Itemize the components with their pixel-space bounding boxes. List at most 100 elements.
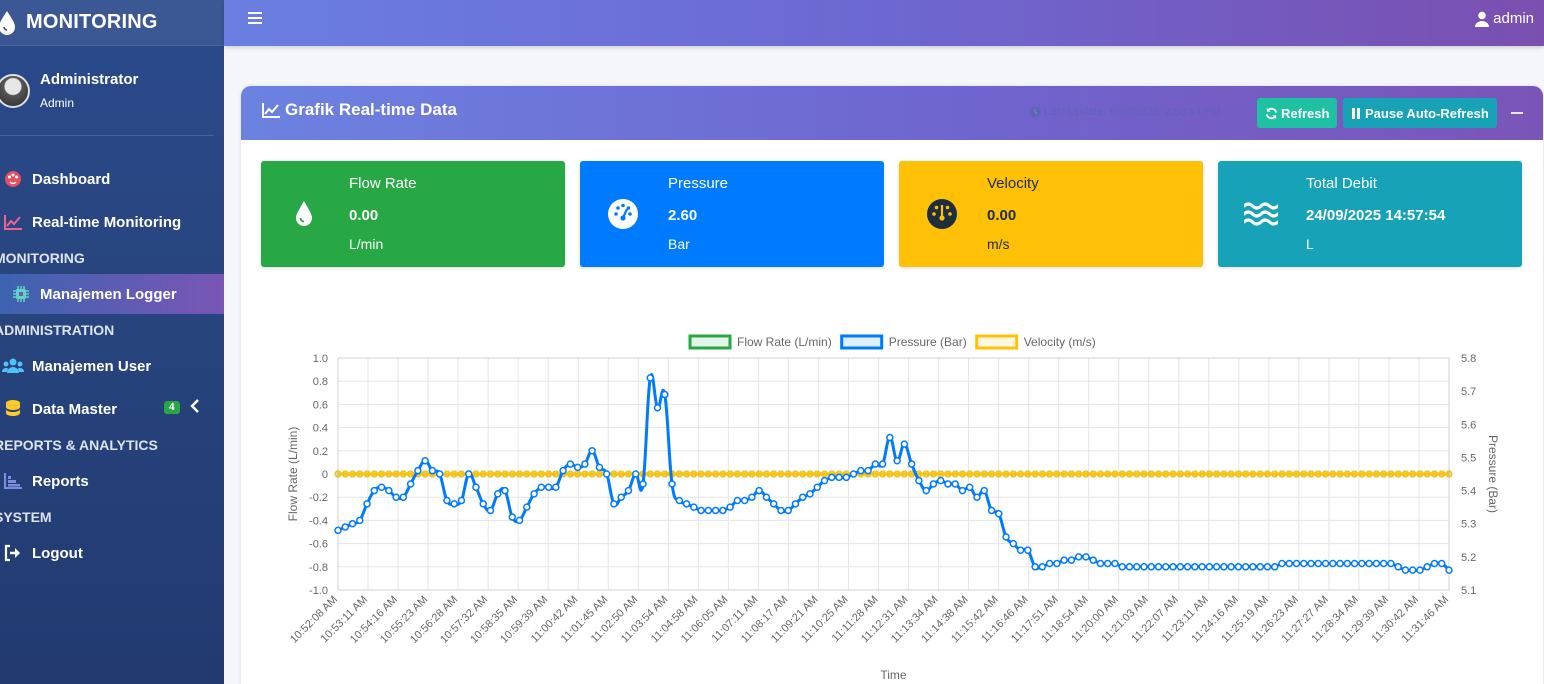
data-point <box>1365 470 1373 478</box>
data-point <box>886 433 894 442</box>
data-point <box>719 470 727 478</box>
y-tick-label: 1.0 <box>313 353 328 365</box>
data-point <box>733 470 741 478</box>
data-point <box>530 470 538 478</box>
user-menu[interactable]: admin <box>1475 10 1534 27</box>
data-point <box>1263 563 1272 571</box>
data-point <box>1169 563 1177 571</box>
data-point <box>1322 470 1330 478</box>
data-point <box>385 486 393 495</box>
data-point <box>595 463 604 472</box>
data-point <box>443 496 451 505</box>
data-point <box>515 516 524 525</box>
data-point <box>1445 566 1453 574</box>
sidebar-item-logout[interactable]: Logout <box>0 533 224 573</box>
y2-tick-label: 5.6 <box>1461 419 1476 431</box>
user-menu-label: admin <box>1493 10 1534 27</box>
data-point <box>407 470 415 478</box>
nav-header-reports: REPORTS & ANALYTICS <box>0 437 158 453</box>
sidebar-item-label: Dashboard <box>32 170 111 188</box>
brand-title: MONITORING <box>26 11 158 33</box>
data-point <box>842 473 851 482</box>
data-point <box>479 470 487 478</box>
avatar <box>0 73 30 108</box>
menu-icon[interactable] <box>248 12 262 26</box>
data-point <box>1394 470 1402 478</box>
refresh-button[interactable]: Refresh <box>1257 98 1338 128</box>
data-point <box>399 493 408 501</box>
data-point <box>1409 470 1417 478</box>
data-point <box>356 470 364 478</box>
data-point <box>1002 470 1010 478</box>
clock-icon <box>1029 106 1041 118</box>
data-point <box>1416 566 1424 574</box>
pause-auto-refresh-button[interactable]: Pause Auto-Refresh <box>1343 98 1497 128</box>
data-point <box>378 470 386 478</box>
data-point <box>712 470 720 478</box>
data-point <box>406 480 415 488</box>
data-point <box>1060 470 1068 478</box>
data-point <box>435 470 444 478</box>
sidebar-item-dashboard[interactable]: Dashboard <box>0 159 224 199</box>
sidebar-item-realtime[interactable]: Real-time Monitoring <box>0 202 224 242</box>
data-point <box>893 456 901 465</box>
chevron-left-icon[interactable] <box>190 399 200 418</box>
data-point <box>1147 563 1156 571</box>
data-point <box>370 470 378 478</box>
data-point <box>624 470 632 478</box>
data-point <box>726 503 734 511</box>
tachometer-icon <box>927 199 957 229</box>
data-point <box>1067 470 1075 478</box>
database-icon <box>2 399 24 419</box>
data-point <box>980 486 989 495</box>
data-point <box>1198 470 1206 478</box>
line-chart-icon <box>262 103 280 118</box>
data-point <box>1321 559 1330 568</box>
info-box-velocity: Velocity 0.00 m/s <box>899 161 1203 267</box>
data-point <box>537 470 545 478</box>
sidebar-item-label: Manajemen Logger <box>40 285 177 303</box>
data-point <box>1074 553 1083 561</box>
data-point <box>857 466 865 475</box>
data-point <box>1067 556 1076 564</box>
data-point <box>1133 563 1141 571</box>
y2-tick-label: 5.3 <box>1461 519 1476 531</box>
user-panel[interactable]: Administrator Admin <box>0 46 214 136</box>
sidebar-item-reports[interactable]: Reports <box>0 461 224 501</box>
legend-item: Velocity (m/s) <box>975 334 1096 350</box>
data-point <box>1256 470 1264 478</box>
data-point <box>1198 563 1206 571</box>
data-point <box>1038 470 1046 478</box>
data-point <box>704 470 712 478</box>
data-point <box>878 460 887 468</box>
data-point <box>1401 470 1409 478</box>
data-point <box>566 470 574 478</box>
data-point <box>1002 533 1010 541</box>
data-point <box>450 500 458 508</box>
tint-icon <box>296 201 312 226</box>
data-point <box>871 470 879 478</box>
sidebar-item-data-master[interactable]: Data Master 4 <box>0 389 224 429</box>
sidebar-item-logger[interactable]: Manajemen Logger <box>0 274 224 314</box>
data-point <box>690 470 698 478</box>
y-tick-label: 0.4 <box>313 423 328 435</box>
data-point <box>1220 470 1228 478</box>
data-point <box>1104 470 1112 478</box>
brand[interactable]: MONITORING <box>0 0 224 46</box>
data-point <box>741 470 749 478</box>
data-point <box>1387 470 1395 478</box>
card-title-text: Grafik Real-time Data <box>285 100 457 119</box>
data-point <box>958 486 967 495</box>
sidebar-item-label: Manajemen User <box>32 357 152 375</box>
sidebar-item-users[interactable]: Manajemen User <box>0 346 224 386</box>
data-point <box>965 483 974 492</box>
collapse-minus-icon[interactable] <box>1511 112 1523 114</box>
data-point <box>1285 559 1293 568</box>
data-point <box>486 470 494 478</box>
data-point <box>1445 470 1453 478</box>
data-point <box>639 480 647 488</box>
data-point <box>1423 563 1431 571</box>
data-point <box>987 506 996 515</box>
data-point <box>1307 559 1315 568</box>
legend-swatch <box>975 334 1019 350</box>
